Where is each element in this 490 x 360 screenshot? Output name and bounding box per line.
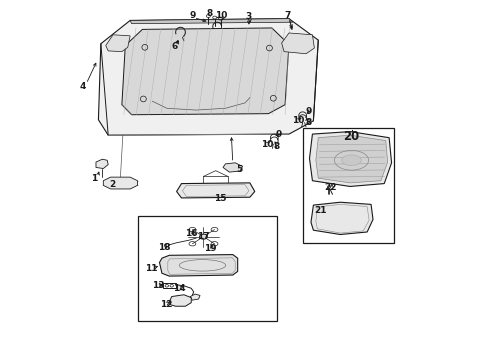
Ellipse shape: [199, 234, 207, 239]
Polygon shape: [122, 28, 289, 115]
Polygon shape: [169, 295, 191, 306]
Text: 10: 10: [216, 11, 228, 20]
Text: 10: 10: [292, 116, 304, 125]
Polygon shape: [311, 202, 373, 234]
Text: 21: 21: [315, 206, 327, 215]
Text: 4: 4: [79, 82, 86, 91]
Ellipse shape: [164, 244, 169, 247]
Text: 18: 18: [158, 243, 171, 252]
Polygon shape: [103, 177, 138, 189]
Polygon shape: [310, 132, 392, 186]
Polygon shape: [176, 183, 255, 198]
Text: 19: 19: [204, 244, 217, 253]
Text: 15: 15: [214, 194, 227, 203]
Text: 7: 7: [285, 11, 291, 20]
Text: 8: 8: [305, 118, 312, 127]
Text: 11: 11: [145, 265, 157, 274]
Text: 2: 2: [109, 180, 115, 189]
Text: 9: 9: [189, 11, 196, 20]
Text: 8: 8: [206, 9, 213, 18]
Text: 3: 3: [246, 12, 252, 21]
Ellipse shape: [328, 185, 331, 188]
Text: 22: 22: [324, 183, 337, 192]
Text: 17: 17: [197, 232, 210, 241]
Polygon shape: [106, 35, 130, 51]
Text: 1: 1: [91, 174, 98, 183]
Bar: [139, 216, 277, 320]
Polygon shape: [190, 294, 200, 300]
Text: 13: 13: [152, 281, 164, 290]
Polygon shape: [96, 159, 108, 168]
Polygon shape: [316, 135, 388, 183]
Polygon shape: [159, 255, 238, 276]
Polygon shape: [98, 19, 318, 135]
Text: 5: 5: [236, 166, 242, 175]
Text: 14: 14: [172, 284, 185, 293]
Text: 9: 9: [305, 107, 312, 116]
Text: 16: 16: [185, 229, 197, 238]
Text: 12: 12: [160, 300, 172, 309]
Text: 20: 20: [343, 130, 360, 143]
Bar: [303, 128, 394, 243]
Text: 10: 10: [261, 140, 273, 149]
Text: 8: 8: [273, 142, 280, 151]
Bar: [163, 283, 175, 288]
Text: 6: 6: [171, 42, 177, 51]
Polygon shape: [130, 19, 293, 24]
Polygon shape: [282, 33, 315, 54]
Ellipse shape: [342, 155, 361, 166]
Polygon shape: [223, 163, 243, 172]
Text: 9: 9: [275, 130, 281, 139]
